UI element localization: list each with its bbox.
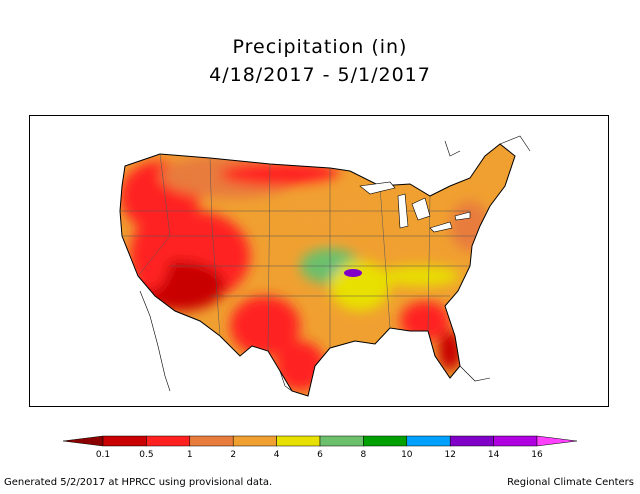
legend-tick-label: 6 [317,450,323,460]
legend-swatch [363,435,408,447]
legend-tick-label: 16 [531,450,543,460]
legend-swatch [146,435,191,447]
precipitation-map [29,115,609,407]
legend-swatch [319,435,364,447]
legend-tick-label: 0.1 [96,450,110,460]
legend-swatch [189,435,234,447]
legend-swatch [232,435,277,447]
us-map-graphic [119,135,531,397]
legend-tick-label: 4 [274,450,280,460]
great-lakes [359,181,471,233]
generated-note: Generated 5/2/2017 at HPRCC using provis… [4,477,273,488]
us-outline [119,143,516,397]
color-legend: 0.1 0.5 1 2 4 6 8 10 12 14 16 [63,435,577,460]
legend-tick-label: 2 [230,450,236,460]
map-title: Precipitation (in) [232,36,408,58]
legend-swatch [449,435,494,447]
legend-swatch [102,435,147,447]
legend-tick-label: 0.5 [139,450,153,460]
legend-swatch [276,435,321,447]
legend-min-arrow [63,435,104,447]
legend-tick-label: 14 [488,450,500,460]
coastal-lines [139,135,531,392]
state-borders [120,153,480,352]
legend-tick-label: 10 [401,450,413,460]
legend-tick-label: 8 [361,450,367,460]
source-credit: Regional Climate Centers [507,477,634,488]
legend-max-arrow [536,435,577,447]
legend-swatch [493,435,538,447]
legend-swatch [406,435,451,447]
legend-tick-label: 1 [187,450,193,460]
precip-fill [120,144,515,396]
map-date-range: 4/18/2017 - 5/1/2017 [209,64,431,86]
legend-tick-label: 12 [444,450,455,460]
